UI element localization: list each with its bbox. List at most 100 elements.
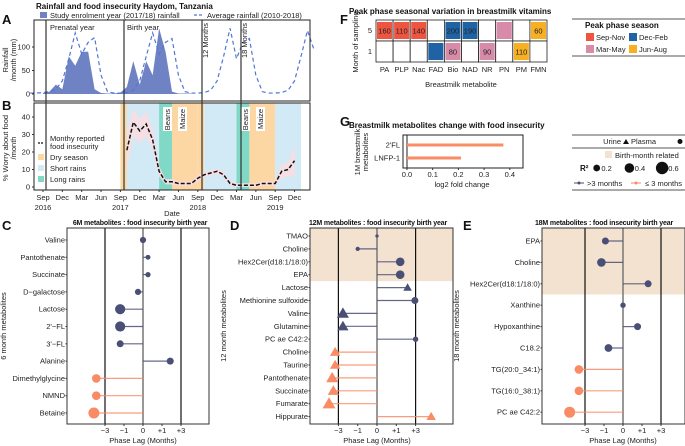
size-legend-dot	[655, 161, 669, 175]
lollipop-dot	[620, 302, 626, 308]
period-label-birth: Birth year	[127, 23, 160, 32]
metabolite-label: Taurine	[283, 361, 308, 370]
x-tick-label-B: Dec	[288, 193, 302, 202]
season-band-short	[204, 103, 237, 190]
lollipop-dot	[395, 270, 405, 280]
metabolite-label: PC ae C42:2	[265, 335, 308, 344]
heatmap-col-label: NR	[482, 65, 493, 74]
bar-label: 2'FL	[386, 141, 400, 150]
lollipop-dot	[644, 280, 652, 288]
heatmap-cell-frame	[461, 40, 480, 63]
heatmap-cell-frame	[426, 19, 445, 42]
lollipop-dot	[145, 254, 151, 260]
lollipop-dot	[574, 365, 584, 374]
heatmap-row-label: 5	[368, 26, 372, 35]
chart-title-C: 6M metabolites : food insecurity birth y…	[73, 220, 208, 227]
legend-dot-gt3	[577, 181, 581, 185]
x-tick-label: −3	[101, 426, 110, 435]
lollipop-dot	[412, 336, 419, 342]
heatmap-cell	[530, 22, 546, 39]
x-tick-label: −1	[120, 426, 129, 435]
heatmap-cell	[445, 22, 461, 39]
chart-title-G: Breastmilk metabolites change with food …	[349, 121, 545, 130]
metabolite-label: Succinate	[32, 270, 65, 279]
bar-LNFP-1	[407, 156, 461, 160]
size-legend-label: 0.4	[635, 164, 645, 173]
lollipop-dot	[145, 271, 151, 278]
legend-label-average: Average rainfall (2010-2018)	[207, 11, 302, 20]
metabolite-label: Lactose	[282, 283, 308, 292]
metabolite-label: 3'−FL	[46, 339, 65, 348]
x-tick-label: +3	[411, 426, 420, 435]
x-tick-label: +1	[158, 426, 167, 435]
heatmap-col-label: PM	[516, 65, 527, 74]
heatmap-row-label: 1	[368, 47, 372, 56]
x-tick-label: −1	[600, 426, 609, 435]
legend-label-long: Long rains	[50, 175, 85, 184]
lollipop-triangle	[326, 371, 339, 383]
metabolite-label: EPA	[294, 270, 308, 279]
legend-swatch-sepnov	[586, 33, 594, 41]
size-legend-label: 0.2	[601, 164, 611, 173]
y-tick-label-B: 0	[26, 183, 30, 192]
metabolite-label: Valine	[288, 309, 308, 318]
heatmap-cell-value: 140	[412, 27, 425, 36]
y-axis-label-G-2: metabolites	[361, 133, 370, 172]
x-tick-label-B: Mar	[230, 193, 243, 202]
lollipop-dot	[115, 321, 126, 332]
y-axis-label-B: % Worry about food	[1, 115, 10, 181]
panel-letter-E: E	[463, 218, 472, 233]
metabolite-label: EPA	[526, 237, 540, 246]
lollipop-dot	[134, 288, 142, 295]
legend-dot-le3	[634, 181, 638, 185]
heatmap-cell-value: 80	[449, 48, 457, 57]
lollipop-dot	[574, 386, 584, 396]
lollipop-dot	[115, 304, 126, 315]
legend-swatch-dry	[38, 154, 44, 160]
lollipop-dot	[395, 257, 405, 267]
heatmap-cell-value: 60	[534, 27, 542, 36]
heatmap-cell-value: 110	[515, 48, 527, 57]
frame-B	[33, 102, 311, 191]
x-tick-label: 0	[621, 426, 625, 435]
heatmap-cell-frame	[512, 19, 531, 42]
metabolite-label: Xanthine	[510, 301, 540, 310]
harvest-label: Beans	[163, 109, 172, 131]
circle-icon	[677, 139, 683, 144]
chart-title-E: 18M metabolites : food insecurity birth …	[535, 220, 674, 227]
metabolite-label: Betaine	[40, 409, 65, 418]
y-axis-label-A: Rainfall	[1, 47, 10, 72]
heatmap-cell-frame	[409, 40, 428, 63]
x-tick-label-B: Dec	[133, 193, 147, 202]
lollipop-triangle	[426, 411, 436, 421]
x-tick-label-B: Jun	[95, 193, 107, 202]
heatmap-cell	[377, 22, 393, 39]
birth-month-band	[542, 228, 685, 295]
y-axis-label-E: 18 month metabolites	[452, 290, 461, 362]
x-tick-label: −3	[334, 426, 343, 435]
lollipop-dot	[601, 237, 609, 245]
metabolite-label: Choline	[283, 348, 308, 357]
y-tick-label-B: 30	[22, 130, 30, 139]
metabolite-label: Fumarate	[276, 399, 308, 408]
heatmap-col-label: Nac	[412, 65, 426, 74]
heatmap-cell-frame	[495, 40, 514, 63]
legend-label-marmay: Mar-May	[596, 45, 626, 54]
metabolite-label: TMAO	[286, 232, 308, 241]
x-tick-label-B: Jun	[250, 193, 262, 202]
heatmap-cell-value: 90	[483, 48, 491, 57]
heatmap-cell-frame	[375, 40, 394, 63]
season-band-dry	[197, 103, 205, 190]
metabolite-label: TG(20:0_34:1)	[491, 365, 540, 374]
year-label: 2016	[35, 203, 52, 212]
x-tick-label-G: 0.1	[427, 170, 437, 179]
x-tick-label: 0	[375, 426, 379, 435]
size-legend-label: 0.6	[668, 164, 678, 173]
year-label: 2017	[112, 203, 129, 212]
harvest-label: Maize	[256, 109, 265, 129]
metabolite-label: Hypoxanthine	[494, 322, 540, 331]
x-tick-label-B: Sep	[269, 193, 282, 202]
y-tick-label-B: 40	[22, 113, 30, 122]
legend-label-urine: Urine	[603, 137, 621, 146]
x-tick-label-B: Sep	[114, 193, 127, 202]
